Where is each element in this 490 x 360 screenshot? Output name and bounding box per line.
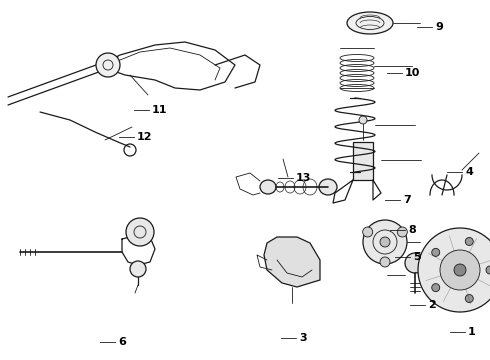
Text: 12: 12 [137,132,152,142]
Text: 11: 11 [152,105,168,115]
Circle shape [432,284,440,292]
Circle shape [454,264,466,276]
Ellipse shape [319,179,337,195]
Text: 13: 13 [296,173,311,183]
Bar [353,142,373,180]
Circle shape [486,266,490,274]
Circle shape [405,253,425,273]
Circle shape [363,227,373,237]
Ellipse shape [347,12,393,34]
Text: 1: 1 [468,327,476,337]
Circle shape [380,257,390,267]
Circle shape [432,248,440,256]
Circle shape [418,228,490,312]
Circle shape [380,237,390,247]
Ellipse shape [260,180,276,194]
Text: 6: 6 [118,337,126,347]
Circle shape [126,218,154,246]
Polygon shape [264,237,320,287]
Circle shape [359,116,367,124]
Circle shape [440,250,480,290]
Circle shape [466,294,473,302]
Text: 7: 7 [403,195,411,205]
Text: 4: 4 [465,167,473,177]
Circle shape [130,261,146,277]
Text: 9: 9 [435,22,443,32]
Circle shape [397,227,407,237]
Text: 8: 8 [408,225,416,235]
Text: 10: 10 [405,68,420,78]
Circle shape [96,53,120,77]
Text: 5: 5 [413,252,420,262]
Circle shape [466,238,473,246]
Text: 2: 2 [428,300,436,310]
Circle shape [363,220,407,264]
Text: 3: 3 [299,333,307,343]
